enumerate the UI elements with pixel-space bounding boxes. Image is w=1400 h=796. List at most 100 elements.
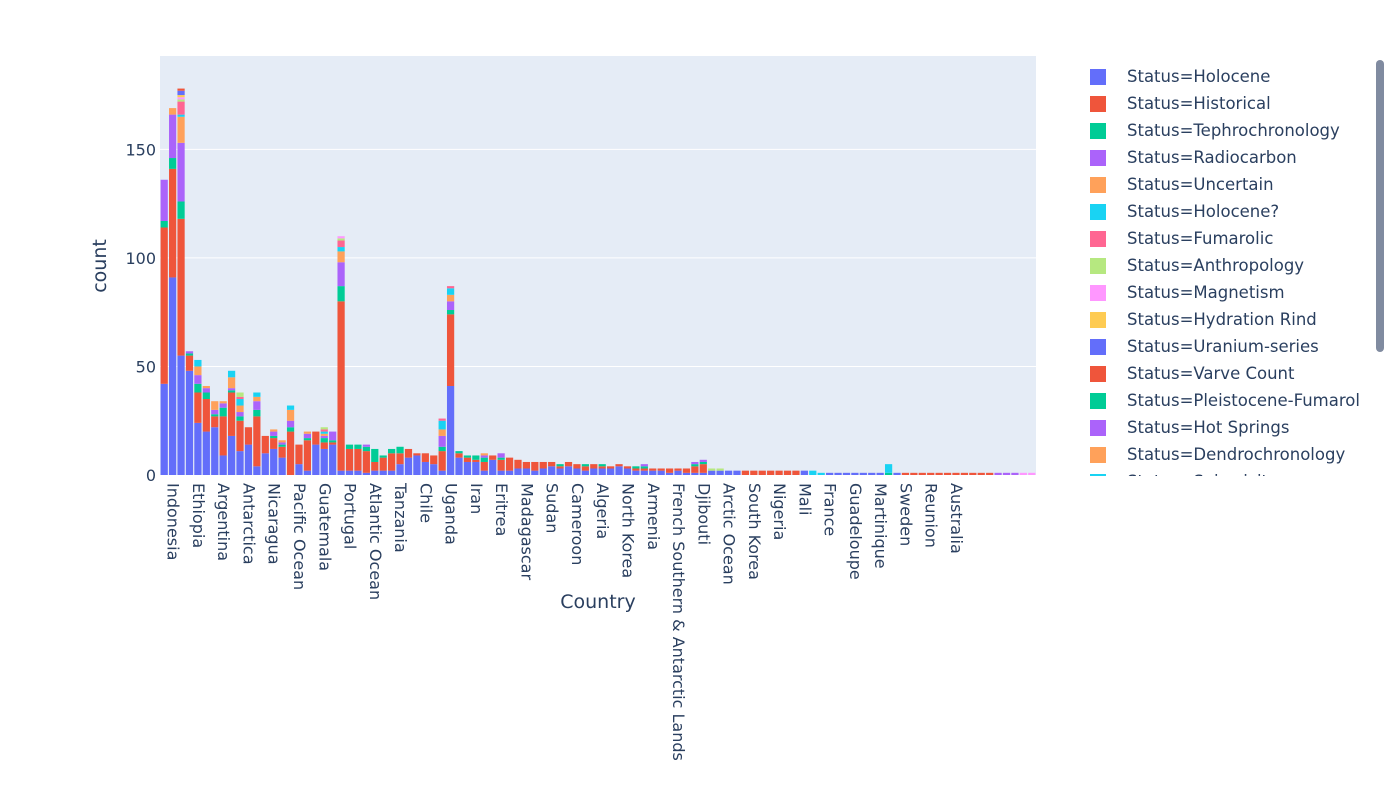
bar-segment bbox=[253, 409, 261, 417]
legend-item[interactable]: Status=Hydration Rind bbox=[1090, 306, 1317, 333]
legend-item[interactable]: Status=Hot Springs bbox=[1090, 414, 1289, 441]
x-tick-label: Guadeloupe bbox=[846, 483, 865, 580]
bar-segment bbox=[211, 414, 219, 417]
bar-segment bbox=[851, 472, 859, 475]
legend-swatch bbox=[1090, 365, 1106, 382]
x-tick-label: Atlantic Ocean bbox=[366, 483, 385, 600]
legend-scrollbar[interactable] bbox=[1376, 60, 1384, 352]
legend-item[interactable]: Status=Magnetism bbox=[1090, 279, 1285, 306]
x-tick-label: Sweden bbox=[896, 483, 915, 546]
bar-segment bbox=[270, 429, 278, 432]
bar-segment bbox=[800, 470, 808, 475]
bar-segment bbox=[219, 403, 227, 408]
bar-segment bbox=[185, 351, 194, 354]
bar-segment bbox=[286, 420, 295, 428]
bar-segment bbox=[253, 392, 261, 397]
bar-segment bbox=[699, 464, 707, 473]
x-tick-label: North Korea bbox=[619, 483, 638, 578]
bar-segment bbox=[556, 468, 564, 475]
bar-segment bbox=[446, 288, 455, 295]
bar-segment bbox=[320, 431, 328, 434]
bar-segment bbox=[438, 435, 446, 447]
bar-segment bbox=[463, 455, 472, 458]
x-tick-label: Chile bbox=[416, 483, 435, 523]
legend-swatch bbox=[1090, 311, 1106, 328]
bar-segment bbox=[379, 455, 387, 458]
bar-segment bbox=[211, 409, 219, 415]
legend-label: Status=Seismicity bbox=[1127, 472, 1278, 476]
legend-label: Status=Holocene? bbox=[1127, 202, 1280, 221]
bar-segment bbox=[994, 472, 1002, 475]
legend-item[interactable]: Status=Uranium-series bbox=[1090, 333, 1319, 360]
legend-label: Status=Anthropology bbox=[1127, 256, 1305, 275]
legend-swatch bbox=[1090, 176, 1106, 193]
bar-segment bbox=[463, 461, 472, 475]
bar-segment bbox=[270, 435, 278, 439]
bar-segment bbox=[758, 470, 766, 475]
legend-item[interactable]: Status=Tephrochronology bbox=[1090, 117, 1340, 144]
bar-segment bbox=[455, 451, 463, 454]
bar-segment bbox=[590, 468, 598, 475]
legend-item[interactable]: Status=Historical bbox=[1090, 90, 1271, 117]
bar-segment bbox=[194, 359, 202, 367]
bar-segment bbox=[177, 101, 185, 115]
bar-segment bbox=[556, 464, 564, 467]
legend-label: Status=Uncertain bbox=[1127, 175, 1274, 194]
x-tick-label: Pacific Ocean bbox=[290, 483, 309, 590]
bar-segment bbox=[160, 220, 168, 228]
legend-swatch bbox=[1090, 257, 1106, 274]
bar-segment bbox=[910, 472, 918, 475]
bar-segment bbox=[303, 431, 312, 434]
legend-item[interactable]: Status=Uncertain bbox=[1090, 171, 1274, 198]
bar-segment bbox=[270, 438, 278, 449]
bar-segment bbox=[842, 472, 851, 475]
legend-item[interactable]: Status=Fumarolic bbox=[1090, 225, 1273, 252]
bar-segment bbox=[708, 468, 716, 471]
bar-segment bbox=[632, 470, 640, 475]
x-tick-label: Nicaragua bbox=[265, 483, 284, 565]
bar-segment bbox=[337, 247, 345, 252]
bar-segment bbox=[522, 468, 531, 475]
x-tick-label: Cameroon bbox=[568, 483, 587, 565]
bar-segment bbox=[278, 444, 286, 447]
bar-segment bbox=[640, 464, 648, 467]
legend-label: Status=Magnetism bbox=[1127, 283, 1285, 302]
bar-segment bbox=[337, 236, 345, 239]
bar-segment bbox=[261, 453, 269, 475]
bar-segment bbox=[581, 466, 589, 471]
bar-segment bbox=[674, 470, 682, 475]
legend-item[interactable]: Status=Dendrochronology bbox=[1090, 441, 1345, 468]
bar-segment bbox=[969, 472, 977, 475]
bar-segment bbox=[640, 468, 648, 471]
legend-swatch bbox=[1090, 473, 1106, 476]
bar-segment bbox=[901, 472, 910, 475]
bar-segment bbox=[640, 470, 648, 475]
legend-swatch bbox=[1090, 446, 1106, 463]
legend-item[interactable]: Status=Radiocarbon bbox=[1090, 144, 1297, 171]
bar-segment bbox=[623, 466, 632, 469]
legend-item[interactable]: Status=Holocene bbox=[1090, 63, 1270, 90]
y-tick-label: 50 bbox=[136, 357, 156, 376]
bar-segment bbox=[270, 448, 278, 475]
bar-segment bbox=[691, 472, 699, 475]
bar-segment bbox=[227, 392, 236, 436]
bar-segment bbox=[194, 392, 202, 423]
legend-swatch bbox=[1090, 95, 1106, 112]
legend-item[interactable]: Status=Anthropology bbox=[1090, 252, 1304, 279]
legend-item[interactable]: Status=Pleistocene-Fumarol bbox=[1090, 387, 1360, 414]
x-tick-label: Martinique bbox=[871, 483, 890, 569]
bar-segment bbox=[480, 470, 488, 475]
legend-item[interactable]: Status=Varve Count bbox=[1090, 360, 1294, 387]
bar-segment bbox=[691, 464, 699, 467]
bar-segment bbox=[446, 310, 455, 315]
legend-item[interactable]: Status=Seismicity bbox=[1090, 468, 1278, 476]
legend-item[interactable]: Status=Holocene? bbox=[1090, 198, 1279, 225]
bar-segment bbox=[236, 416, 244, 421]
bar-segment bbox=[169, 114, 177, 159]
bar-segment bbox=[160, 179, 168, 221]
bar-segment bbox=[632, 468, 640, 471]
bar-segment bbox=[775, 470, 783, 475]
bar-segment bbox=[388, 470, 396, 475]
x-tick-label: Antarctica bbox=[239, 483, 258, 565]
bar-segment bbox=[211, 416, 219, 428]
